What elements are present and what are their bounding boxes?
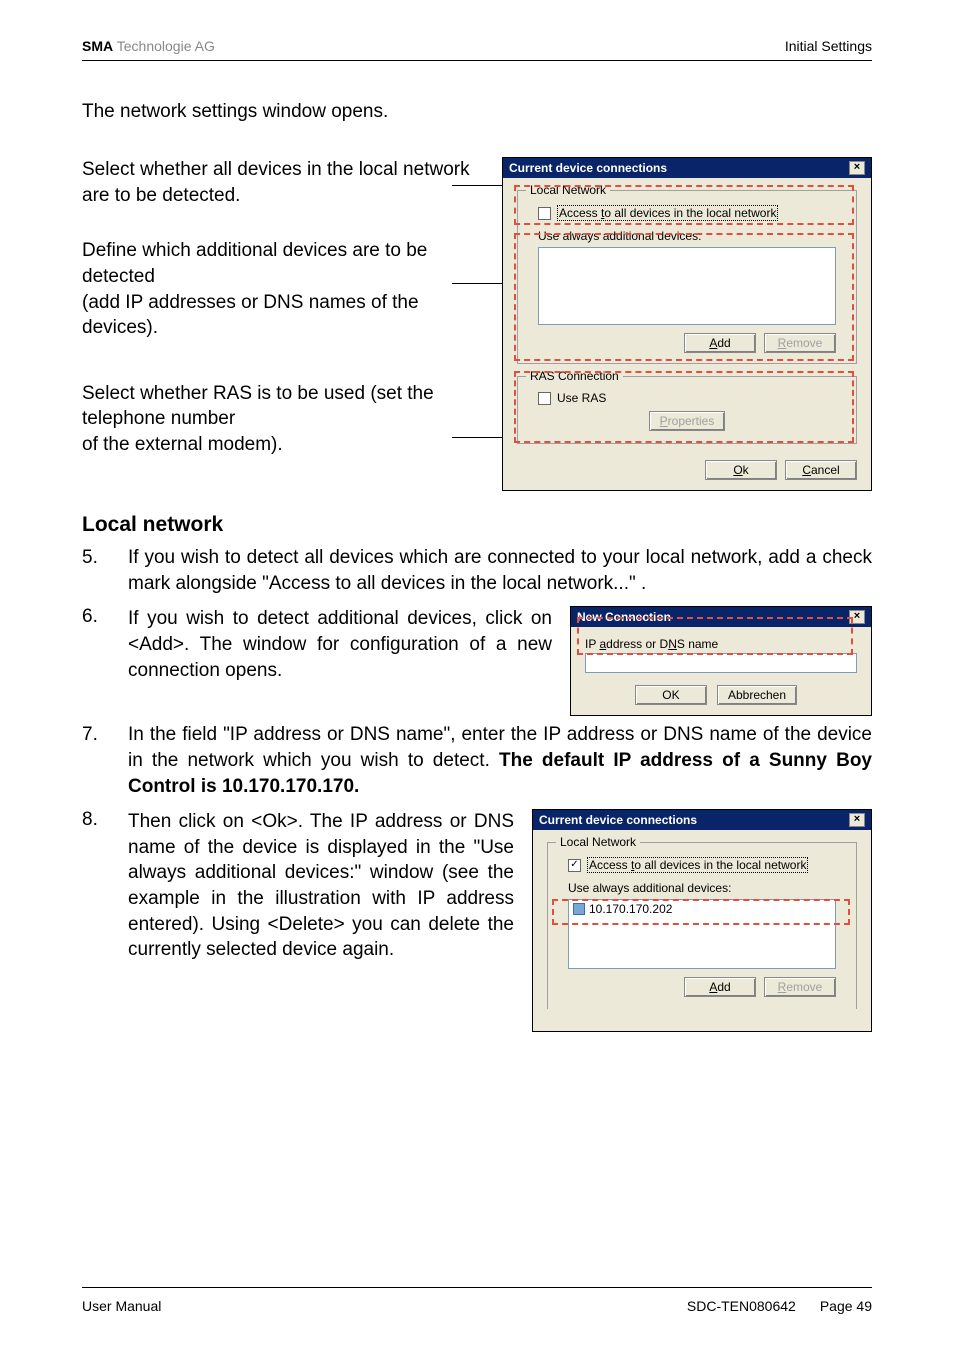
page-footer: User Manual SDC-TEN080642 Page 49: [82, 1287, 872, 1314]
steps-list-2: 7. In the field "IP address or DNS name"…: [82, 722, 872, 799]
footer-docid: SDC-TEN080642: [687, 1298, 796, 1314]
group1-title: Local Network: [526, 183, 610, 197]
intro-text: The network settings window opens.: [82, 101, 872, 123]
step-7: 7. In the field "IP address or DNS name"…: [82, 722, 872, 799]
label-use-additional-2: Use always additional devices:: [568, 881, 846, 895]
header-brand: SMA Technologie AG: [82, 38, 215, 54]
dialog2-titlebar: New Connection ×: [571, 607, 871, 627]
callout-1-text: Select whether all devices in the local …: [82, 157, 482, 208]
checkbox-access-all[interactable]: [538, 207, 551, 220]
cancel-button[interactable]: Cancel: [785, 460, 857, 480]
dialog1-titlebar: Current device connections ×: [503, 158, 871, 178]
dialog-new-connection: New Connection × IP address or DNS name …: [570, 606, 872, 716]
step-5-text: If you wish to detect all devices which …: [128, 545, 872, 596]
close-icon[interactable]: ×: [849, 161, 865, 175]
checkbox-access-all-label: Access to all devices in the local netwo…: [557, 205, 778, 221]
checkbox-access-all-label-2: Access to all devices in the local netwo…: [587, 857, 808, 873]
callout-3b: of the external modem).: [82, 432, 482, 458]
callout-local-network: Select whether all devices in the local …: [82, 157, 482, 208]
add-button[interactable]: Add: [684, 977, 756, 997]
network-node-icon: [573, 903, 585, 915]
brand-bold: SMA: [82, 38, 113, 54]
cancel-button[interactable]: Abbrechen: [717, 685, 797, 705]
callout-2b: (add IP addresses or DNS names of the de…: [82, 290, 482, 341]
step-7-num: 7.: [82, 722, 110, 799]
label-use-additional: Use always additional devices:: [538, 229, 846, 243]
step-5: 5. If you wish to detect all devices whi…: [82, 545, 872, 596]
footer-left: User Manual: [82, 1298, 161, 1314]
group-local-network: Local Network Access to all devices in t…: [517, 190, 857, 364]
group-ras: RAS Connection Use RAS Properties: [517, 376, 857, 444]
step-8-text: Then click on <Ok>. The IP address or DN…: [128, 809, 514, 1032]
listbox-additional-devices-2[interactable]: 10.170.170.202: [568, 899, 836, 969]
callout-column: Select whether all devices in the local …: [82, 157, 482, 491]
header-rule: [82, 60, 872, 61]
dialog-current-connections-2: Current device connections × Local Netwo…: [532, 809, 872, 1032]
ok-button[interactable]: Ok: [705, 460, 777, 480]
add-button[interactable]: Add: [684, 333, 756, 353]
ok-button[interactable]: OK: [635, 685, 707, 705]
checkbox-access-all-checked[interactable]: [568, 859, 581, 872]
page-header: SMA Technologie AG Initial Settings: [82, 38, 872, 54]
dialog-current-connections: Current device connections × Local Netwo…: [502, 157, 872, 491]
listbox-additional-devices[interactable]: [538, 247, 836, 325]
group-local-network-2: Local Network Access to all devices in t…: [547, 842, 857, 1009]
step-7-text: In the field "IP address or DNS name", e…: [128, 722, 872, 799]
header-section: Initial Settings: [785, 38, 872, 54]
step-6-text: If you wish to detect additional devices…: [128, 606, 552, 716]
list-item[interactable]: 10.170.170.202: [573, 902, 831, 916]
dialog3-title: Current device connections: [539, 813, 697, 827]
checkbox-use-ras-label: Use RAS: [557, 391, 606, 405]
callout-additional-devices: Define which additional devices are to b…: [82, 238, 482, 341]
dialog2-title: New Connection: [577, 610, 671, 624]
group2-title: RAS Connection: [526, 369, 623, 383]
step-8-num: 8.: [82, 809, 110, 1032]
step-5-num: 5.: [82, 545, 110, 596]
remove-button: Remove: [764, 333, 836, 353]
device-ip: 10.170.170.202: [589, 902, 672, 916]
checkbox-use-ras[interactable]: [538, 392, 551, 405]
remove-button: Remove: [764, 977, 836, 997]
brand-light: Technologie AG: [113, 38, 215, 54]
dialog3-titlebar: Current device connections ×: [533, 810, 871, 830]
label-ip-dns: IP address or DNS name: [585, 637, 857, 651]
callout-2a: Define which additional devices are to b…: [82, 238, 482, 289]
footer-page: Page 49: [820, 1298, 872, 1314]
close-icon[interactable]: ×: [849, 813, 865, 827]
callout-3a: Select whether RAS is to be used (set th…: [82, 381, 482, 432]
steps-list: 5. If you wish to detect all devices whi…: [82, 545, 872, 596]
footer-rule: [82, 1287, 872, 1288]
callout-ras: Select whether RAS is to be used (set th…: [82, 381, 482, 458]
dialog1-title: Current device connections: [509, 161, 667, 175]
section-heading-local-network: Local network: [82, 513, 872, 537]
step-6-num: 6.: [82, 606, 110, 716]
input-ip-dns[interactable]: [585, 653, 857, 673]
group3-title: Local Network: [556, 835, 640, 849]
properties-button: Properties: [649, 411, 726, 431]
close-icon[interactable]: ×: [849, 610, 865, 624]
